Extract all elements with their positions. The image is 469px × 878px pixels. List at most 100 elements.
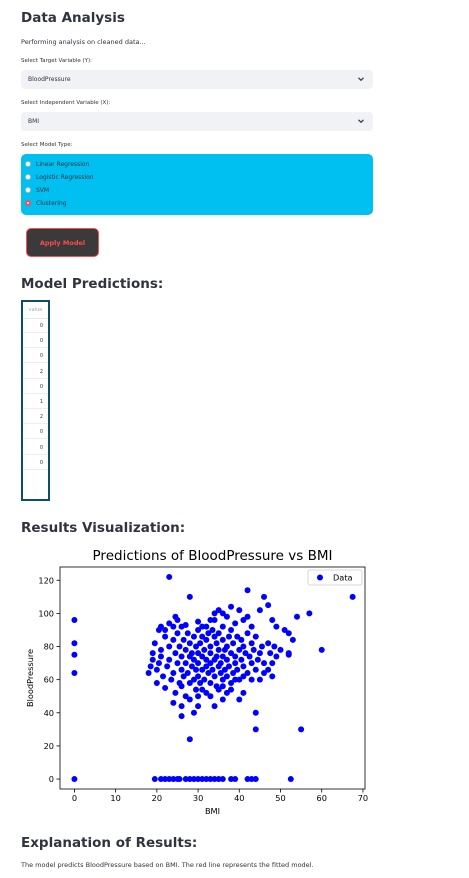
data-point <box>225 663 232 670</box>
y-tick-label: 100 <box>38 608 54 618</box>
data-point <box>244 776 251 783</box>
data-point <box>153 679 160 686</box>
radio-button[interactable] <box>25 187 31 193</box>
data-point <box>157 646 164 653</box>
data-point <box>211 703 218 710</box>
data-point <box>213 653 220 660</box>
radio-option-linear-regression[interactable]: Linear Regression <box>25 159 89 169</box>
data-point <box>190 633 197 640</box>
radio-option-svm[interactable]: SVM <box>25 185 49 195</box>
data-point <box>318 646 325 653</box>
data-point <box>244 630 251 637</box>
data-point <box>205 630 212 637</box>
data-point <box>232 653 239 660</box>
plot-frame <box>59 566 366 790</box>
data-point <box>248 640 255 647</box>
data-point <box>184 630 191 637</box>
data-point <box>168 676 175 683</box>
data-point <box>174 660 181 667</box>
data-point <box>219 676 226 683</box>
data-point <box>223 673 230 680</box>
radio-button[interactable] <box>25 161 31 167</box>
data-point <box>217 670 224 677</box>
table-row[interactable]: 2 <box>23 410 48 425</box>
data-point <box>178 683 185 690</box>
data-point <box>236 696 243 703</box>
results-visualization-heading: Results Visualization: <box>21 520 186 536</box>
radio-button-selected[interactable] <box>25 200 31 206</box>
table-row[interactable]: 0 <box>23 380 48 394</box>
data-point <box>265 602 272 609</box>
y-tick-label: 120 <box>38 575 54 585</box>
data-point <box>211 633 218 640</box>
column-header[interactable]: value <box>23 302 48 319</box>
data-point <box>250 646 257 653</box>
data-point <box>157 776 164 783</box>
legend-box <box>307 569 363 586</box>
target-variable-select[interactable]: BloodPressure <box>21 70 373 89</box>
status-text: Performing analysis on cleaned data... <box>21 38 146 46</box>
data-point <box>269 673 276 680</box>
data-point <box>178 703 185 710</box>
data-point <box>228 626 235 633</box>
data-point <box>207 643 214 650</box>
data-point <box>261 670 268 677</box>
data-point <box>269 617 276 624</box>
data-point <box>211 610 218 617</box>
table-row[interactable]: 1 <box>23 395 48 409</box>
data-point <box>273 623 280 630</box>
independent-select-value: BMI <box>28 118 40 125</box>
data-point <box>193 643 200 650</box>
x-tick-label: 50 <box>275 793 285 803</box>
data-point <box>228 776 235 783</box>
data-point <box>71 776 78 783</box>
table-row[interactable]: 0 <box>23 456 48 470</box>
data-point <box>203 623 210 630</box>
data-point <box>236 676 243 683</box>
x-tick-label: 70 <box>358 793 368 803</box>
data-point <box>162 633 169 640</box>
radio-button[interactable] <box>25 174 31 180</box>
table-row[interactable]: 0 <box>23 319 48 333</box>
y-tick-label: 60 <box>44 675 54 685</box>
data-point <box>186 640 193 647</box>
data-point <box>285 651 292 658</box>
legend-marker <box>317 574 323 581</box>
table-row[interactable]: 0 <box>23 425 48 440</box>
data-point <box>193 666 200 673</box>
data-point <box>201 646 208 653</box>
radio-option-logistic-regression[interactable]: Logistic Regression <box>25 172 94 182</box>
data-point <box>240 673 247 680</box>
data-point <box>195 660 202 667</box>
data-point <box>228 650 235 657</box>
data-point <box>71 617 78 624</box>
data-point <box>180 636 187 643</box>
data-point <box>252 666 259 673</box>
data-point <box>232 660 239 667</box>
table-row[interactable]: 0 <box>23 349 48 364</box>
radio-label: Clustering <box>36 199 67 207</box>
data-point <box>207 617 214 624</box>
apply-model-button[interactable]: Apply Model <box>26 228 99 257</box>
independent-variable-select[interactable]: BMI <box>21 112 373 131</box>
table-row[interactable]: 0 <box>23 334 48 349</box>
data-point <box>197 679 204 686</box>
y-tick-label: 40 <box>44 708 54 718</box>
data-point <box>287 776 294 783</box>
data-point <box>166 620 173 627</box>
data-point <box>248 776 255 783</box>
y-tick-label: 20 <box>44 741 54 751</box>
y-axis-label: BloodPressure <box>25 649 35 707</box>
page-title: Data Analysis <box>21 10 125 26</box>
data-point <box>221 666 228 673</box>
data-point <box>232 776 239 783</box>
chevron-down-icon <box>358 119 364 124</box>
table-row[interactable]: 0 <box>23 441 48 455</box>
radio-option-clustering[interactable]: Clustering <box>25 198 67 208</box>
table-row[interactable]: 2 <box>23 365 48 379</box>
radio-label: Linear Regression <box>36 160 90 168</box>
data-point <box>160 673 167 680</box>
data-point <box>258 643 265 650</box>
data-point <box>261 593 268 600</box>
